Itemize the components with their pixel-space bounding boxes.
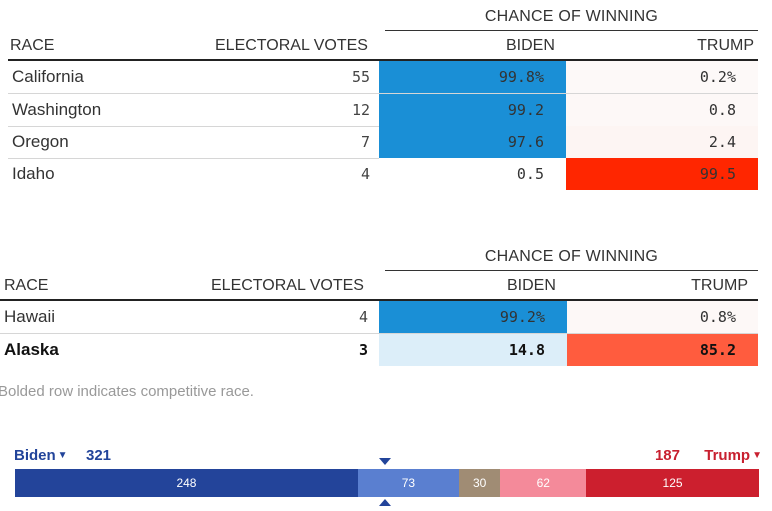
bar-segment: 73 — [357, 469, 459, 497]
race-name: Washington — [12, 100, 102, 119]
majority-marker-top-icon — [379, 458, 391, 465]
electoral-summary-labels: Biden ▼ 321 187 Trump ▼ — [0, 445, 772, 465]
table-row: Oregon 7 97.6 2.4 — [8, 126, 758, 159]
electoral-votes: 55 — [351, 68, 370, 86]
biden-chance-cell: 99.2% — [379, 301, 567, 333]
biden-dropdown[interactable]: Biden ▼ — [14, 447, 68, 464]
caret-down-icon: ▼ — [57, 450, 68, 461]
biden-column-header: BIDEN — [507, 277, 556, 294]
table-pacific: CHANCE OF WINNING RACE ELECTORAL VOTES B… — [0, 240, 758, 370]
trump-column-header: TRUMP — [691, 277, 748, 294]
trump-chance-cell: 99.5 — [566, 158, 758, 190]
trump-dropdown[interactable]: Trump ▼ — [704, 447, 762, 464]
trump-column-header: TRUMP — [697, 37, 754, 54]
trump-electoral-total: 187 — [654, 447, 680, 464]
biden-chance-cell: 99.2 — [379, 94, 566, 126]
race-name: Idaho — [12, 164, 55, 183]
race-name: Alaska — [4, 340, 59, 359]
table-row: Hawaii 4 99.2% 0.8% — [0, 301, 758, 334]
bar-segment: 125 — [586, 469, 759, 497]
column-header-row: RACE ELECTORAL VOTES BIDEN TRUMP — [0, 271, 758, 301]
race-name: Hawaii — [4, 307, 56, 326]
electoral-vote-bar: 248 73 30 62 125 — [15, 469, 759, 497]
table-row-competitive: Alaska 3 14.8 85.2 — [0, 334, 758, 366]
caret-down-icon: ▼ — [752, 450, 762, 461]
table-row: Idaho 4 0.5 99.5 — [8, 158, 758, 190]
biden-chance-cell: 14.8 — [379, 334, 567, 366]
biden-electoral-total: 321 — [86, 447, 112, 464]
electoral-votes: 4 — [358, 308, 368, 326]
table-west-coast: CHANCE OF WINNING RACE ELECTORAL VOTES B… — [8, 0, 758, 190]
electoral-votes: 3 — [358, 341, 368, 359]
electoral-votes: 7 — [360, 133, 370, 151]
chance-of-winning-header: CHANCE OF WINNING — [385, 0, 758, 31]
race-column-header: RACE — [10, 37, 55, 54]
chance-of-winning-header: CHANCE OF WINNING — [385, 240, 758, 271]
biden-chance-cell: 97.6 — [379, 126, 566, 158]
bar-segment: 248 — [15, 469, 358, 497]
electoral-votes-column-header: ELECTORAL VOTES — [215, 37, 368, 54]
bar-segment: 30 — [458, 469, 501, 497]
trump-chance-cell: 0.8 — [566, 94, 758, 126]
trump-chance-cell: 0.2% — [566, 61, 758, 93]
footnote: Bolded row indicates competitive race. — [0, 383, 254, 400]
race-column-header: RACE — [4, 277, 49, 294]
trump-chance-cell: 2.4 — [566, 126, 758, 158]
biden-chance-cell: 0.5 — [379, 158, 566, 190]
biden-chance-cell: 99.8% — [379, 61, 566, 93]
electoral-votes-column-header: ELECTORAL VOTES — [211, 277, 364, 294]
electoral-votes: 12 — [351, 101, 370, 119]
table-row: Washington 12 99.2 0.8 — [8, 94, 758, 127]
race-name: Oregon — [12, 132, 69, 151]
majority-marker-bottom-icon — [379, 499, 391, 506]
table-row: California 55 99.8% 0.2% — [8, 61, 758, 94]
bar-segment: 62 — [500, 469, 587, 497]
biden-column-header: BIDEN — [506, 37, 555, 54]
column-header-row: RACE ELECTORAL VOTES BIDEN TRUMP — [8, 31, 758, 61]
trump-chance-cell: 85.2 — [567, 334, 758, 366]
electoral-votes: 4 — [360, 165, 370, 183]
race-name: California — [12, 67, 84, 86]
trump-chance-cell: 0.8% — [567, 301, 758, 333]
